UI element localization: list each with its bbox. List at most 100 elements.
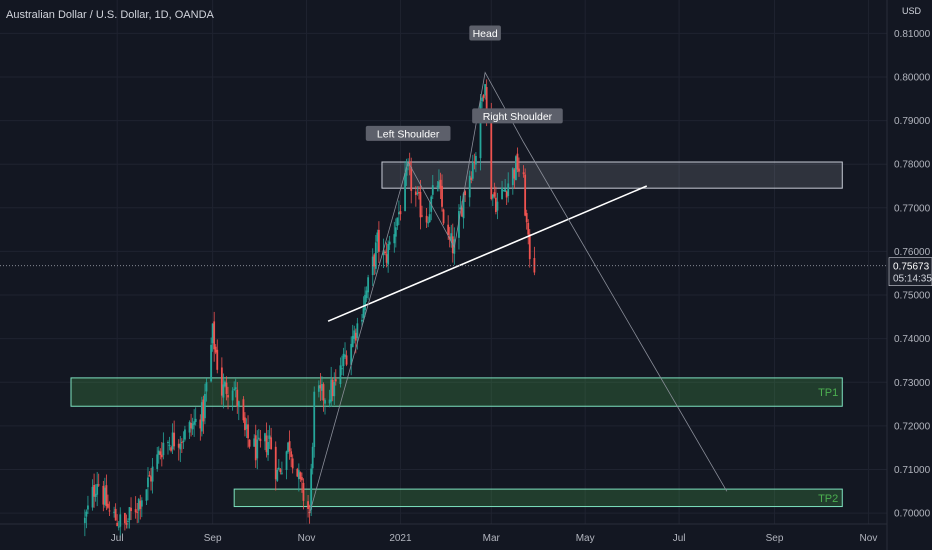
x-tick-label: Nov: [298, 533, 316, 544]
chart-title: Australian Dollar / U.S. Dollar, 1D, OAN…: [6, 9, 214, 21]
candle-body: [353, 330, 356, 339]
candle-body: [407, 162, 410, 167]
candle-body: [108, 510, 111, 512]
candle-body: [247, 424, 249, 439]
price-axis[interactable]: 0.70000 0.71000 0.72000 0.73000 0.74000 0.750…: [894, 29, 931, 520]
candle-body: [313, 391, 316, 447]
candle-body: [324, 400, 326, 404]
candle-body: [356, 323, 359, 339]
candle-body: [459, 207, 462, 210]
zone-label-tp1: TP1: [818, 387, 838, 399]
y-tick-label: 0.77000: [894, 203, 931, 214]
candle-body: [170, 447, 172, 451]
candle-body: [501, 187, 503, 200]
candle-body: [93, 484, 95, 497]
candle-body: [257, 437, 260, 439]
candles: [83, 79, 536, 538]
candle-body: [333, 381, 336, 397]
candle-body: [302, 482, 305, 501]
annotation-label: Right Shoulder: [483, 111, 553, 123]
candle-body: [388, 241, 391, 245]
candle-body: [268, 435, 271, 439]
candle-body: [399, 211, 402, 215]
candle-body: [253, 438, 256, 447]
candle-body: [484, 84, 487, 96]
candle-body: [311, 446, 314, 469]
candle-body: [184, 429, 186, 440]
candle-body: [527, 222, 530, 235]
candle-body: [396, 217, 399, 226]
candle-body: [220, 367, 223, 396]
candle-body: [236, 389, 239, 407]
grid-lines: [0, 0, 888, 550]
candle-body: [128, 507, 131, 521]
candle-body: [351, 335, 354, 348]
candle-body: [364, 294, 366, 311]
candle-body: [96, 483, 99, 495]
candle-body: [507, 183, 510, 196]
candle-body: [334, 379, 337, 382]
candle-body: [182, 440, 185, 443]
candle-body: [438, 181, 440, 189]
candle-body: [248, 439, 251, 447]
currency-label: USD: [902, 6, 922, 16]
candle-body: [270, 437, 273, 450]
candle-body: [179, 443, 182, 450]
candle-body: [213, 321, 216, 350]
current-price-label: 0.75673: [893, 262, 930, 273]
candle-body: [231, 390, 234, 401]
annotation-label: Head: [473, 28, 498, 40]
candle-body: [190, 422, 192, 429]
candle-body: [211, 323, 214, 344]
candle-body: [233, 388, 236, 390]
candle-body: [310, 468, 313, 510]
candle-body: [177, 443, 180, 448]
candle-body: [191, 423, 194, 430]
candle-body: [173, 432, 176, 447]
candle-body: [328, 399, 331, 404]
candle-body: [533, 258, 536, 273]
candle-body: [511, 168, 514, 186]
x-tick-label: May: [576, 533, 595, 544]
candle-body: [188, 422, 191, 433]
candle-body: [425, 215, 428, 223]
candle-body: [431, 185, 434, 195]
candle-body: [419, 191, 422, 218]
candle-body: [114, 508, 117, 521]
candle-body: [205, 382, 208, 392]
y-tick-label: 0.72000: [894, 421, 931, 432]
drawings: [0, 71, 887, 514]
candle-body: [427, 222, 430, 224]
candle-body: [345, 355, 348, 365]
candle-body: [279, 469, 282, 473]
annotation-label: Left Shoulder: [377, 128, 440, 140]
candle-body: [479, 101, 482, 159]
candle-body: [468, 175, 471, 198]
candle-body: [199, 419, 202, 429]
candle-body: [145, 489, 148, 501]
annotation-box: [365, 125, 451, 141]
candle-body: [522, 172, 525, 175]
candle-body: [354, 332, 357, 341]
time-axis[interactable]: Jul Sep Nov 2021 Mar May Jul Sep Nov: [111, 533, 878, 544]
candle-body: [299, 472, 302, 479]
candle-body: [482, 95, 485, 98]
candle-body: [277, 467, 280, 470]
candle-body: [374, 242, 377, 269]
candle-body: [134, 509, 137, 513]
candle-body: [281, 472, 283, 474]
candle-body: [105, 485, 108, 507]
candle-body: [367, 277, 370, 293]
candle-body: [428, 214, 431, 223]
candle-body: [525, 213, 528, 223]
candle-body: [274, 446, 277, 480]
candle-body: [296, 468, 299, 477]
candle-body: [485, 87, 488, 116]
candle-body: [137, 499, 140, 511]
annotation-box: [469, 25, 501, 41]
candle-body: [288, 441, 291, 452]
candle-body: [387, 244, 390, 265]
candle-body: [464, 191, 467, 196]
candle-body: [113, 511, 116, 513]
